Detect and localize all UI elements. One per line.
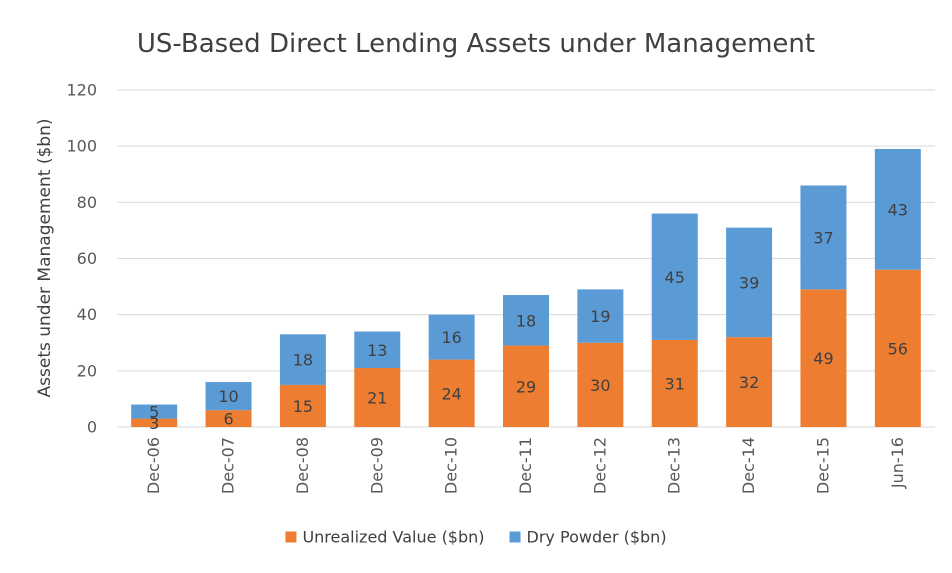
y-tick-label: 20	[77, 361, 97, 380]
bar-unrealized-value	[800, 289, 847, 427]
x-tick-label: Dec-12	[590, 437, 609, 494]
data-label: 29	[516, 377, 536, 396]
x-axis-ticks: Dec-06 Dec-07 Dec-08 Dec-09 Dec-10 Dec-11 Dec-…	[144, 437, 907, 494]
bars	[131, 148, 921, 427]
bar-dry-powder	[354, 331, 401, 369]
data-labels: 35 61015182113241629183019314532394937564…	[149, 200, 908, 433]
x-tick-label: Jun-16	[888, 437, 907, 489]
bar-unrealized-value	[503, 345, 549, 427]
legend-label: Dry Powder ($bn)	[527, 528, 667, 547]
y-axis-ticks: 0 20 40 60 80 100 120	[66, 81, 97, 437]
data-label: 18	[293, 351, 313, 370]
legend-swatch	[509, 531, 521, 543]
bar-dry-powder	[131, 404, 178, 419]
data-label: 5	[149, 403, 159, 422]
data-label: 13	[367, 341, 387, 360]
x-tick-label: Dec-07	[219, 437, 238, 494]
y-axis-label: Assets under Management ($bn)	[35, 119, 55, 398]
chart-title: US-Based Direct Lending Assets under Man…	[137, 29, 815, 59]
bar-unrealized-value	[651, 339, 698, 427]
y-tick-label: 80	[77, 193, 97, 212]
bar-dry-powder	[577, 289, 624, 343]
x-tick-label: Dec-10	[442, 437, 461, 494]
x-tick-label: Dec-13	[665, 437, 684, 494]
y-tick-label: 100	[66, 137, 97, 156]
bar-unrealized-value	[205, 410, 252, 427]
bar-dry-powder	[503, 295, 549, 346]
x-tick-label: Dec-14	[739, 437, 758, 494]
legend-swatch	[285, 531, 297, 543]
y-tick-label: 60	[77, 249, 97, 268]
data-label: 30	[590, 376, 610, 395]
data-label: 6	[223, 410, 233, 429]
bar-unrealized-value	[577, 342, 624, 427]
bar-dry-powder	[279, 334, 326, 385]
data-label: 3	[149, 414, 159, 433]
legend: Unrealized Value ($bn) Dry Powder ($bn)	[285, 528, 667, 547]
legend-label: Unrealized Value ($bn)	[302, 528, 484, 547]
data-label: 24	[441, 384, 461, 403]
data-label: 32	[739, 373, 759, 392]
x-tick-label: Dec-11	[516, 437, 535, 494]
x-tick-label: Dec-08	[293, 437, 312, 494]
x-tick-label: Dec-15	[813, 437, 832, 494]
data-label: 18	[516, 311, 536, 330]
bar-unrealized-value	[354, 368, 401, 427]
x-tick-label: Dec-09	[367, 437, 386, 494]
bar-dry-powder	[428, 314, 475, 360]
data-label: 49	[813, 349, 833, 368]
data-label: 16	[441, 328, 461, 347]
data-label: 19	[590, 307, 610, 326]
bar-dry-powder	[874, 148, 921, 270]
x-tick-label: Dec-06	[144, 437, 163, 494]
bar-dry-powder	[651, 213, 698, 340]
data-label: 31	[665, 374, 685, 393]
y-tick-label: 120	[66, 81, 97, 100]
bar-unrealized-value	[279, 384, 326, 427]
y-tick-label: 40	[77, 305, 97, 324]
bar-unrealized-value	[131, 418, 178, 427]
bar-unrealized-value	[726, 337, 773, 427]
y-tick-label: 0	[87, 418, 97, 437]
data-label: 39	[739, 273, 759, 292]
bar-unrealized-value	[428, 359, 475, 427]
bar-dry-powder	[800, 185, 847, 290]
data-label: 56	[888, 339, 908, 358]
data-label: 43	[888, 200, 908, 219]
bar-dry-powder	[205, 382, 252, 411]
data-label: 15	[293, 397, 313, 416]
data-label: 45	[665, 268, 685, 287]
data-label: 37	[813, 228, 833, 247]
bar-unrealized-value	[874, 269, 921, 427]
data-label: 10	[218, 387, 238, 406]
bar-dry-powder	[726, 227, 773, 338]
data-label: 21	[367, 389, 387, 408]
